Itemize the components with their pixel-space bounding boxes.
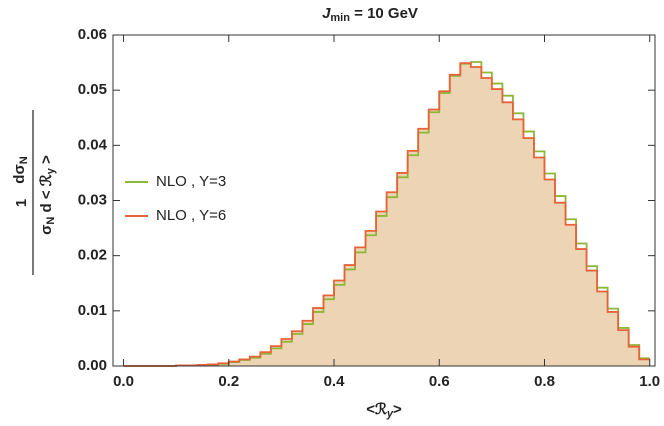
y-tick-label: 0.01 (78, 302, 107, 319)
x-tick-label: 0.2 (218, 373, 239, 390)
legend-label: NLO , Y=3 (156, 173, 226, 190)
x-axis-label: <ℛy> (366, 401, 402, 420)
y-tick-label: 0.02 (78, 247, 107, 264)
x-tick-label: 0.4 (324, 373, 346, 390)
x-tick-label: 0.0 (113, 373, 134, 390)
legend: NLO , Y=3 NLO , Y=6 (125, 173, 226, 224)
legend-label: NLO , Y=6 (156, 207, 226, 224)
y-tick-label: 0.05 (78, 81, 107, 98)
chart-title: Jmin = 10 GeV (322, 5, 418, 24)
x-tick-label: 0.6 (429, 373, 450, 390)
x-tick-label: 0.8 (534, 373, 555, 390)
y-label-numerator: dσN (11, 156, 30, 183)
y-tick-label: 0.00 (78, 357, 107, 374)
y-axis-label: 1 dσN σN d < ℛy > (11, 110, 57, 275)
x-tick-label: 1.0 (639, 373, 660, 390)
y-label-denominator: σN d < ℛy > (38, 155, 57, 235)
histogram-line (123, 62, 650, 367)
y-tick-label: 0.03 (78, 191, 107, 208)
y-tick-label: 0.06 (78, 26, 107, 43)
y-label-prefix: 1 (13, 199, 30, 207)
y-tick-label: 0.04 (78, 136, 108, 153)
